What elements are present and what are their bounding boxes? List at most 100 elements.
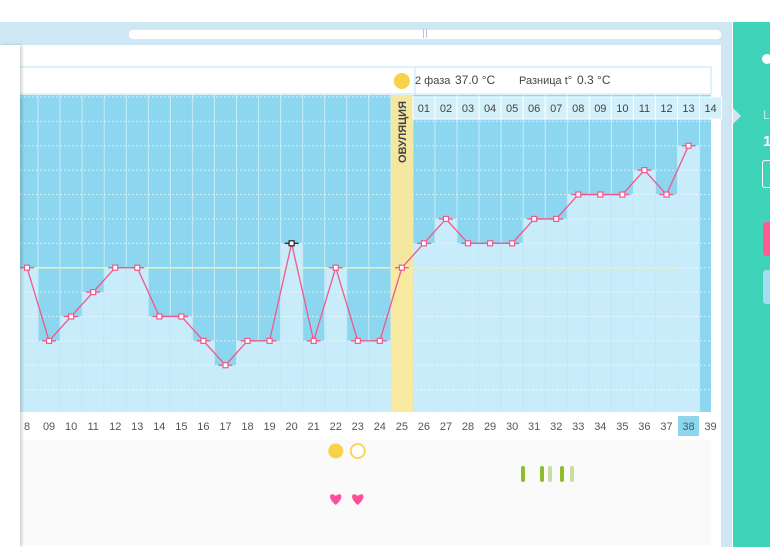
temp-bar-18	[237, 340, 259, 412]
temp-bar-15	[170, 316, 192, 412]
temp-point-26	[420, 240, 428, 247]
x-tick-label: 13	[131, 421, 143, 433]
x-tick-label: 16	[197, 421, 209, 433]
x-tick-label: 32	[550, 421, 562, 433]
phase2-day-label: 04	[484, 103, 496, 115]
temp-bar-29	[479, 243, 501, 412]
temp-point-21	[310, 337, 317, 344]
x-tick-label: 20	[286, 421, 298, 433]
diff-label: Разница t°	[519, 75, 572, 87]
phase2-day-label: 03	[462, 103, 474, 115]
x-tick-label: 14	[153, 421, 165, 433]
temp-point-19	[266, 337, 273, 344]
temp-point-32	[553, 215, 560, 223]
x-axis-strip	[16, 412, 711, 440]
temp-point-15	[178, 313, 185, 320]
temp-point-33	[575, 191, 582, 198]
x-tick-label: 27	[440, 421, 452, 433]
temp-bar-28	[457, 243, 479, 412]
phase2-day-label: 01	[418, 103, 430, 115]
current-day-highlight	[678, 416, 700, 436]
temp-point-30	[509, 240, 516, 247]
panel-dot-icon[interactable]	[762, 54, 770, 64]
x-tick-label: 19	[263, 421, 275, 433]
panel-pointer-icon	[733, 108, 741, 124]
heart-icon	[330, 494, 342, 505]
temp-bar-26	[413, 243, 435, 412]
phase2-day-label: 12	[660, 103, 672, 115]
x-tick-label: 18	[241, 421, 253, 433]
temp-bar-37	[655, 194, 677, 412]
x-tick-label: 17	[219, 421, 231, 433]
temp-point-27	[442, 215, 450, 223]
phase2-day-label: 06	[528, 103, 540, 115]
temp-point-10	[68, 313, 75, 320]
temp-bar-13	[126, 267, 148, 412]
green-marker-icon	[521, 466, 525, 482]
x-tick-label: 09	[43, 421, 55, 433]
temp-bar-21	[303, 340, 325, 412]
phase2-day-label: 14	[704, 103, 716, 115]
temperature-points	[20, 142, 696, 369]
x-tick-label: 11	[87, 421, 98, 433]
left-card	[0, 45, 20, 547]
panel-number: 1	[763, 133, 770, 150]
x-axis: 8 09 10 11 12 13 14 15 16 17 18 19 20 21 22 23 24 25 26 27 2…	[16, 412, 717, 545]
phase-value: 37.0 °C	[455, 73, 495, 87]
x-tick-label: 25	[396, 421, 408, 433]
ovulation-band	[390, 95, 413, 412]
temp-point-28	[464, 240, 472, 247]
temp-bar-10	[60, 316, 82, 412]
x-tick-label: 10	[65, 421, 77, 433]
green-marker-icon	[560, 466, 564, 482]
panel-input-box[interactable]	[762, 160, 770, 188]
temp-point-18	[244, 337, 251, 344]
panel-blue-button[interactable]	[763, 270, 770, 304]
temp-point-34	[597, 191, 604, 198]
temp-bar-36	[633, 170, 655, 412]
x-tick-label: 29	[484, 421, 496, 433]
panel-pink-button[interactable]	[763, 222, 770, 256]
temp-bar-34	[589, 194, 611, 412]
temp-point-8	[23, 264, 31, 271]
temp-point-22	[332, 264, 339, 271]
x-tick-label: 31	[528, 421, 540, 433]
temp-point-09	[45, 337, 53, 344]
temp-point-23	[354, 337, 361, 344]
temp-point-37	[663, 191, 670, 198]
temp-bar-09	[38, 340, 60, 412]
x-tick-label: 33	[572, 421, 584, 433]
x-tick-label: 37	[660, 421, 672, 433]
sun-filled-icon	[328, 443, 344, 459]
temp-point-13	[134, 264, 141, 271]
x-tick-label: 8	[24, 421, 30, 433]
temp-bar-31	[523, 218, 545, 412]
temp-bar-33	[567, 194, 589, 412]
phase-info-box	[414, 66, 712, 95]
temp-bar-12	[104, 267, 126, 412]
sun-outline-icon	[349, 443, 366, 459]
temp-point-31	[531, 215, 538, 223]
temp-point-17	[222, 362, 229, 369]
diff-value: 0.3 °C	[577, 73, 611, 87]
x-tick-label: 21	[308, 421, 320, 433]
horizontal-scrollbar[interactable]	[128, 29, 722, 40]
panel-label: L	[763, 108, 770, 122]
scroll-grip-icon[interactable]: ||	[422, 29, 429, 39]
x-tick-label: 15	[175, 421, 187, 433]
temp-point-38	[685, 142, 692, 149]
phase2-day-label: 07	[550, 103, 562, 115]
x-tick-label: 22	[330, 421, 342, 433]
temp-point-12	[112, 264, 119, 271]
ovulation-column: ОВУЛЯЦИЯ	[390, 95, 413, 412]
temp-point-25	[398, 264, 405, 271]
temp-point-16	[200, 337, 207, 344]
x-tick-label: 23	[352, 421, 364, 433]
green-marker-icon	[540, 466, 544, 482]
temp-bar-16	[192, 340, 214, 412]
phase2-day-label: 11	[639, 103, 650, 115]
temp-bar-17	[214, 365, 236, 412]
phase2-day-cell	[699, 96, 723, 120]
temp-bar-27	[435, 218, 457, 412]
